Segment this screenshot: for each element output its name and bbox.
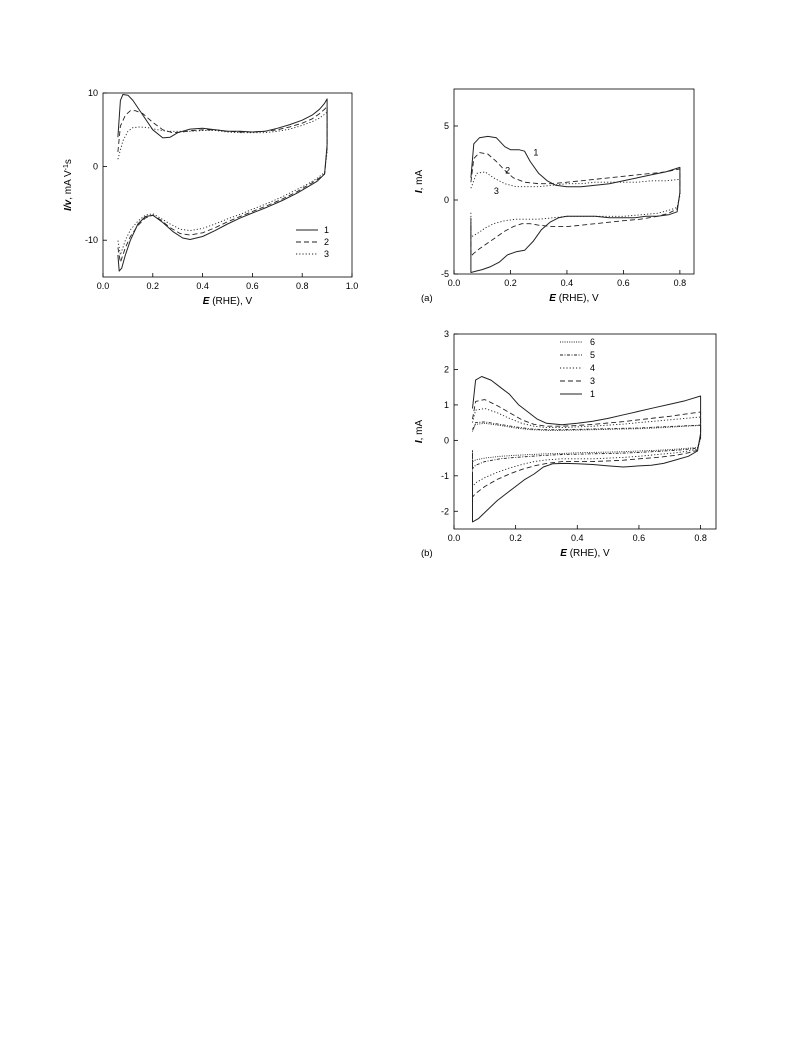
y-axis-label-symbol: I/v [63,198,74,211]
x-axis-label-unit: (RHE), V [209,296,252,307]
legend-entry: 2 [324,237,329,247]
y-tick-label: -5 [441,269,449,279]
y-axis-label-symbol: I [414,440,425,443]
chart-panel-b: 0.0 0.2 0.4 0.6 0.8 -2 -1 0 1 2 3 E (RHE), V I, mA (b… [414,329,717,559]
y-tick-label: 0 [93,162,98,172]
series-line-3 [117,111,328,256]
series-line-1 [472,376,702,523]
legend-entry: 1 [324,225,329,235]
legend-entry: 4 [590,363,595,373]
chart-main-cv: 0.0 0.2 0.4 0.6 0.8 1.0 -10 0 10 E (RHE), V I/v, m… [63,88,359,307]
y-axis-label-unit: , mA [414,170,425,191]
y-tick-label: 5 [444,121,449,131]
x-axis-label-unit: (RHE), V [567,548,610,559]
curve-label: 3 [494,186,499,196]
x-tick-label: 0.2 [147,281,160,291]
x-tick-label: 1.0 [346,281,359,291]
x-tick-label: 0.0 [448,278,461,288]
x-tick-label: 0.0 [448,533,461,543]
legend-entry: 3 [324,249,329,259]
panel-label: (a) [421,293,433,304]
y-tick-label: 3 [444,329,449,339]
plot-frame [453,333,717,530]
series-line-2 [470,152,681,257]
y-tick-label: -1 [441,471,449,481]
y-axis-label-end: s [63,159,74,164]
y-axis-label-symbol: I [414,190,425,193]
plot-frame [453,88,695,275]
legend-entry: 1 [590,389,595,399]
x-tick-label: 0.6 [617,278,630,288]
legend-entry: 6 [590,337,595,347]
y-tick-label: -10 [85,235,98,245]
x-axis-label-symbol: E [560,548,567,559]
x-tick-label: 0.2 [509,533,522,543]
x-tick-label: 0.8 [296,281,309,291]
x-tick-label: 0.4 [196,281,209,291]
y-axis-label: I/v, mA V-1s [63,159,75,211]
y-axis-label-superscript: -1 [63,164,70,170]
x-axis-label-symbol: E [549,293,556,304]
y-axis-label-unit: , mA V [63,170,74,200]
curve-label: 2 [505,165,510,175]
curve-label: 1 [533,148,538,158]
x-tick-label: 0.6 [246,281,259,291]
x-axis-label: E (RHE), V [549,293,599,304]
x-tick-label: 0.4 [571,533,584,543]
x-tick-label: 0.0 [97,281,110,291]
series-line-2 [117,105,328,263]
y-tick-label: 0 [444,435,449,445]
x-axis-label-symbol: E [203,296,210,307]
legend-entry: 3 [590,376,595,386]
x-tick-label: 0.2 [504,278,517,288]
y-axis-label: I, mA [414,420,425,444]
legend-entry: 5 [590,350,595,360]
panel-label: (b) [421,548,433,559]
y-axis-label-unit: , mA [414,420,425,441]
x-tick-label: 0.6 [633,533,646,543]
x-tick-label: 0.8 [674,278,687,288]
series-line-1 [470,135,681,273]
x-tick-label: 0.4 [561,278,574,288]
chart-panel-a: 0.0 0.2 0.4 0.6 0.8 -5 0 5 E (RHE), V I, mA (a) 1 2 3 [414,88,695,304]
y-tick-label: 2 [444,364,449,374]
y-tick-label: 0 [444,195,449,205]
series-line-1 [117,94,328,272]
y-tick-label: -2 [441,506,449,516]
x-axis-label-unit: (RHE), V [556,293,599,304]
x-axis-label: E (RHE), V [560,548,610,559]
x-axis-label: E (RHE), V [203,296,253,307]
series-line-4 [472,408,702,487]
y-tick-label: 10 [88,88,98,98]
series-line-3 [472,399,702,498]
x-tick-label: 0.8 [694,533,707,543]
plot-frame [102,92,353,278]
y-axis-label: I, mA [414,170,425,194]
y-tick-label: 1 [444,400,449,410]
